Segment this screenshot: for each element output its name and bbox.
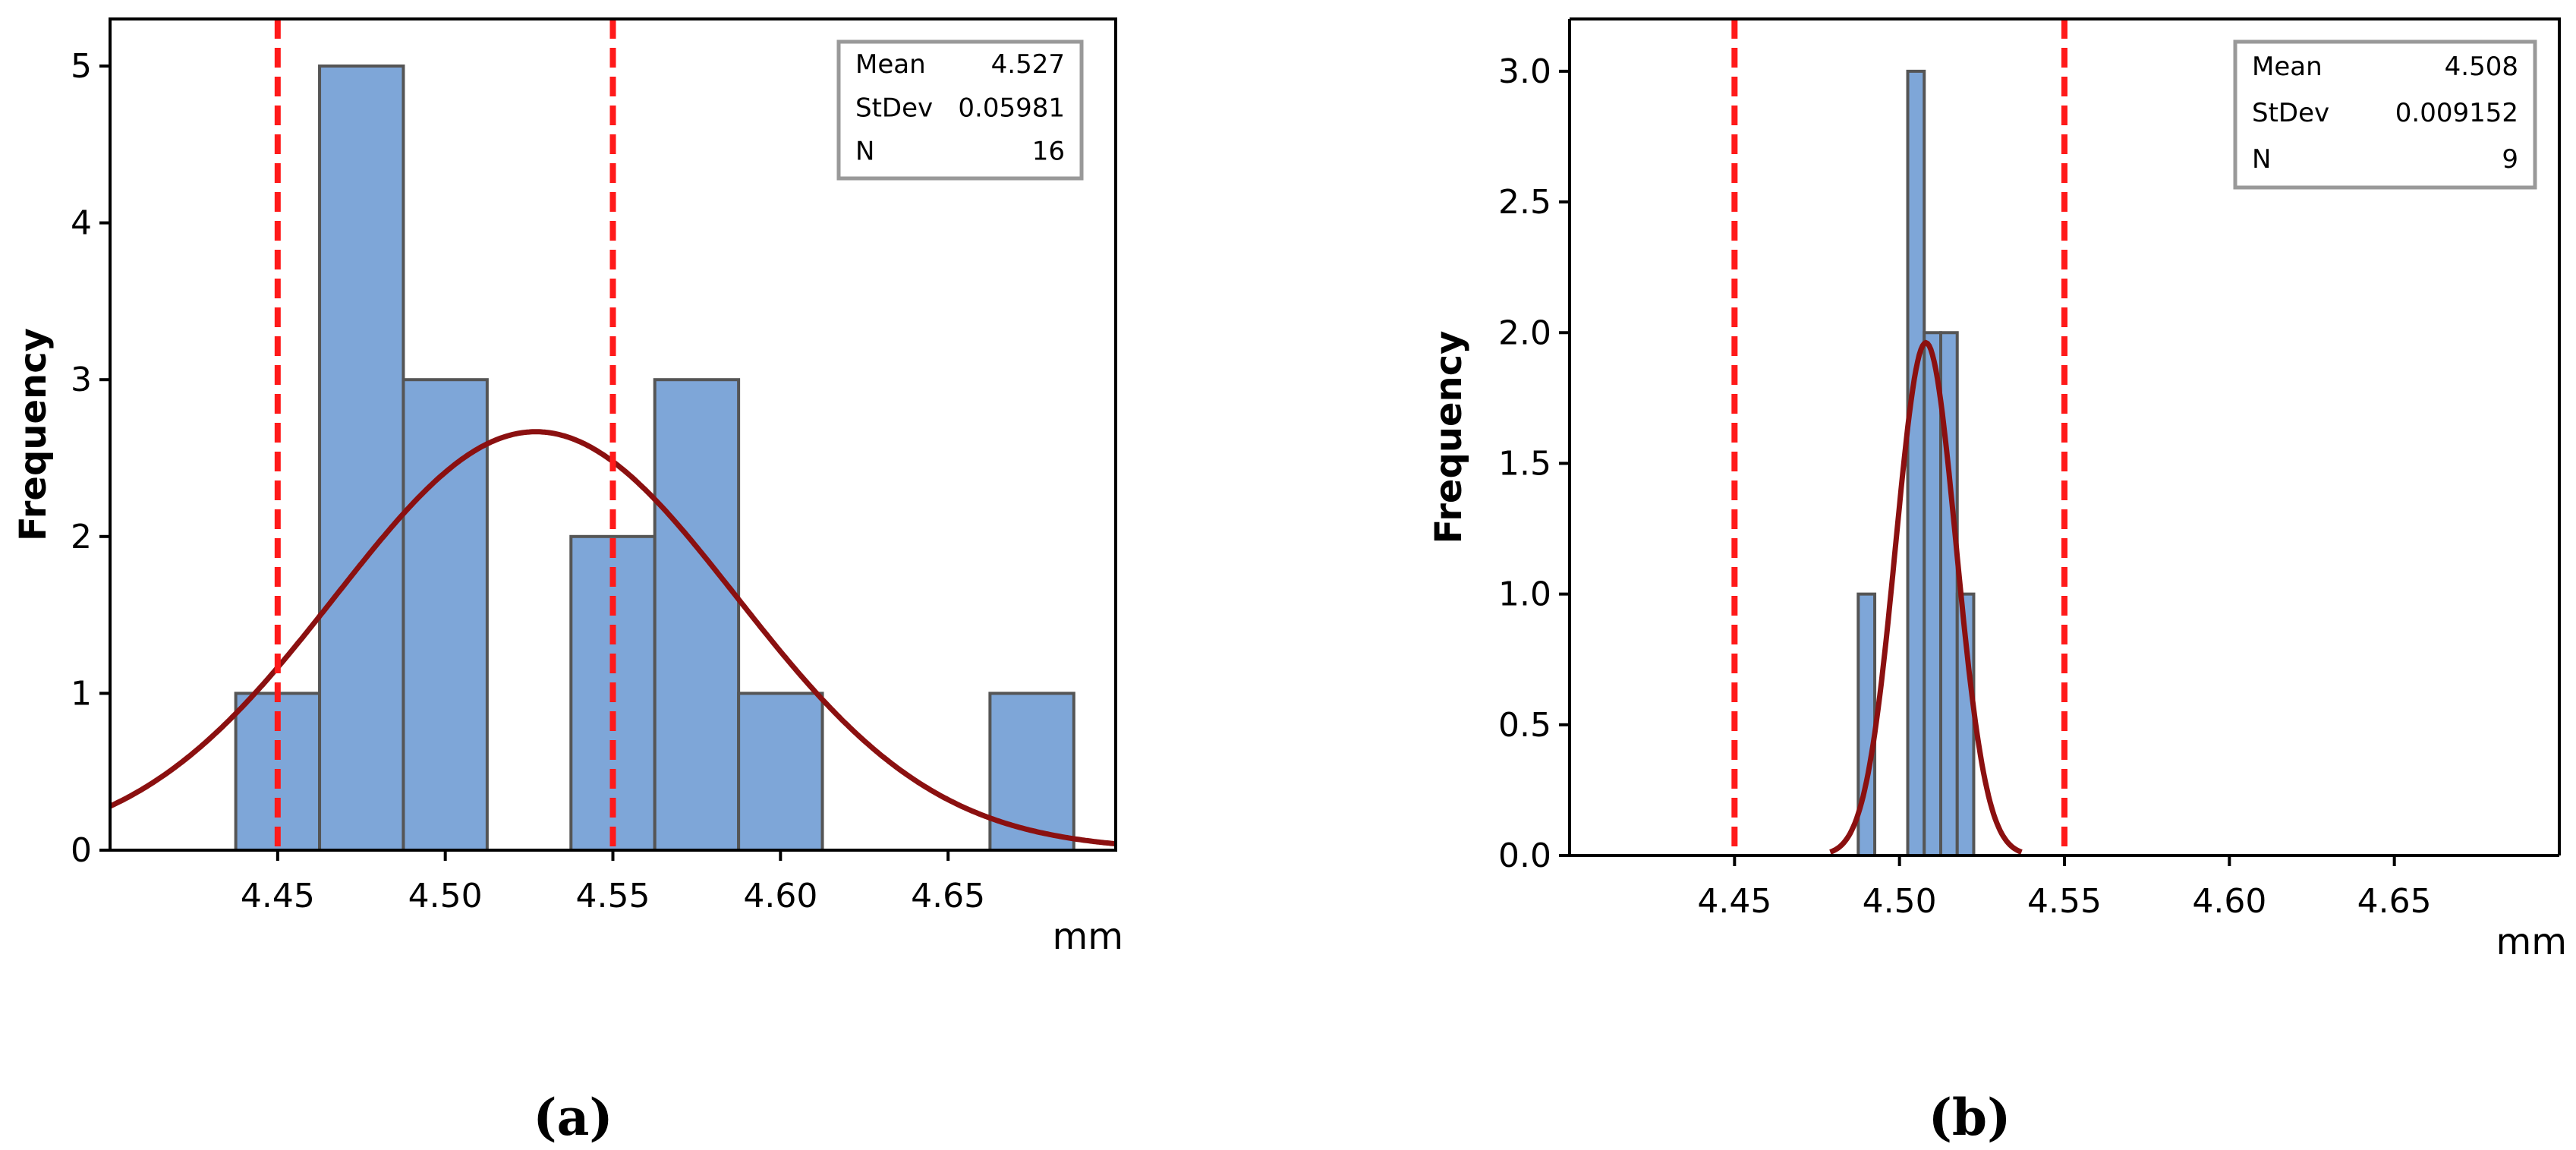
x-tick-label: 4.50 [1863, 882, 1937, 921]
y-tick-label: 3.0 [1498, 52, 1551, 91]
y-tick-label: 2 [71, 518, 92, 556]
x-tick-label: 4.60 [2192, 882, 2266, 921]
stat-value: 16 [1032, 136, 1065, 166]
y-tick-label: 2.0 [1498, 313, 1551, 352]
stats-legend: Mean 4.527 StDev 0.05981 N 16 [836, 39, 1084, 181]
x-tick-label: 4.55 [2027, 882, 2102, 921]
y-tick-label: 0 [71, 831, 92, 870]
histogram-bar [988, 692, 1075, 852]
x-axis-label: mm [2496, 921, 2567, 963]
y-tick-label: 0.0 [1498, 837, 1551, 875]
stat-value: 4.508 [2445, 52, 2518, 82]
stat-label: N [2252, 144, 2271, 175]
x-tick-label: 4.65 [911, 877, 985, 915]
legend-box [2233, 39, 2537, 190]
y-axis-label: Frequency [1428, 331, 1470, 544]
x-axis-label: mm [1052, 915, 1123, 958]
chart-panel-b: 0.0 0.5 1.0 1.5 2.0 2.5 3.0 4.45 4.50 4.55 4.60 4.6… [1428, 17, 2567, 1147]
histogram-bar [653, 378, 741, 852]
y-tick-label: 0.5 [1498, 706, 1551, 745]
histogram-bar [402, 378, 489, 852]
x-tick-label: 4.65 [2357, 882, 2432, 921]
stat-value: 4.527 [991, 49, 1065, 80]
x-tick-label: 4.55 [576, 877, 650, 915]
stat-value: 0.009152 [2395, 98, 2518, 128]
stat-label: N [855, 136, 874, 166]
y-tick-label: 2.5 [1498, 183, 1551, 222]
histogram-bar [1906, 69, 1926, 857]
x-tick-label: 4.45 [241, 877, 315, 915]
y-tick-label: 1.5 [1498, 444, 1551, 483]
stat-label: Mean [855, 49, 926, 80]
histogram-bar [318, 64, 405, 852]
histogram-bar [1923, 331, 1942, 857]
x-tick-label: 4.60 [743, 877, 817, 915]
chart-panel-a: 0 1 2 3 4 5 4.45 4.50 4.55 4.60 4.65 mm Frequency Mea… [12, 17, 1123, 1147]
stat-label: Mean [2252, 52, 2322, 82]
normal-fit-curve [1829, 339, 2023, 855]
stats-legend: Mean 4.508 StDev 0.009152 N 9 [2233, 39, 2537, 190]
y-tick-label: 3 [71, 361, 92, 399]
histogram-bar [1856, 592, 1877, 857]
legend-box [836, 39, 1084, 181]
y-tick-label: 4 [71, 204, 92, 243]
y-tick-label: 1.0 [1498, 575, 1551, 614]
stat-label: StDev [2252, 98, 2329, 128]
stat-value: 0.05981 [958, 93, 1065, 123]
panel-caption: (a) [533, 1088, 613, 1147]
x-tick-label: 4.50 [408, 877, 483, 915]
histogram-bar [737, 692, 824, 852]
stat-value: 9 [2502, 144, 2518, 175]
stat-label: StDev [855, 93, 933, 123]
x-tick-label: 4.45 [1697, 882, 1771, 921]
y-tick-label: 1 [71, 674, 92, 713]
y-tick-label: 5 [71, 47, 92, 86]
y-axis-label: Frequency [12, 328, 55, 541]
panel-caption: (b) [1929, 1088, 2011, 1147]
